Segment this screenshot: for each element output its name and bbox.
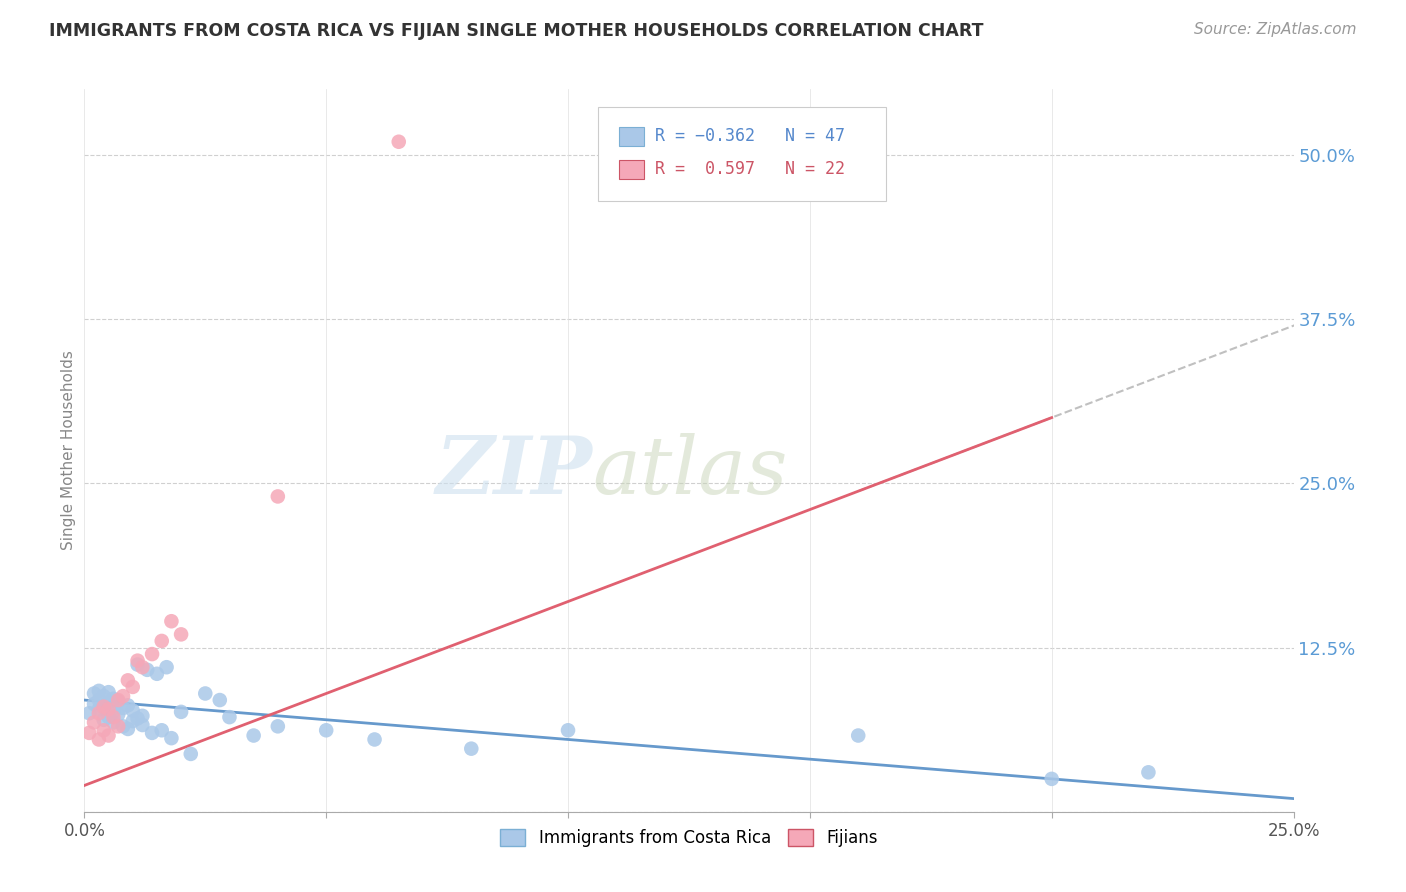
Point (127, 657, 149, 672)
Point (141, 726, 163, 740)
Point (121, 680, 143, 694)
Point (107, 693, 129, 707)
Point (127, 711, 149, 725)
Point (267, 719, 290, 733)
Point (315, 723, 337, 738)
Point (112, 719, 135, 733)
Point (103, 715, 125, 730)
Point (150, 634, 173, 648)
Point (267, 490, 290, 504)
Text: atlas: atlas (592, 434, 787, 511)
Text: R = −0.362   N = 47: R = −0.362 N = 47 (655, 128, 845, 145)
Point (1137, 765, 1160, 780)
Point (83, 697, 105, 711)
Point (846, 729, 869, 743)
Point (112, 701, 135, 715)
Point (77, 726, 100, 740)
Text: Source: ZipAtlas.com: Source: ZipAtlas.com (1194, 22, 1357, 37)
Point (117, 673, 139, 688)
Point (93, 723, 115, 738)
Point (77, 706, 100, 721)
Point (87, 684, 110, 698)
Point (97, 702, 120, 716)
Point (117, 698, 139, 713)
Y-axis label: Single Mother Households: Single Mother Households (60, 351, 76, 550)
Point (83, 686, 105, 700)
Point (170, 705, 193, 719)
Text: R =  0.597   N = 22: R = 0.597 N = 22 (655, 161, 845, 178)
Point (131, 708, 153, 723)
Point (121, 714, 143, 728)
Point (180, 747, 202, 761)
Legend: Immigrants from Costa Rica, Fijians: Immigrants from Costa Rica, Fijians (494, 822, 884, 854)
Point (107, 694, 129, 708)
Point (97, 710, 120, 724)
Point (97, 696, 120, 710)
Point (160, 731, 183, 746)
Point (83, 715, 105, 730)
Text: IMMIGRANTS FROM COSTA RICA VS FIJIAN SINGLE MOTHER HOUSEHOLDS CORRELATION CHART: IMMIGRANTS FROM COSTA RICA VS FIJIAN SIN… (49, 22, 984, 40)
Point (146, 666, 169, 681)
Point (150, 723, 173, 738)
Point (557, 723, 579, 738)
Point (127, 654, 149, 668)
Point (93, 699, 115, 714)
Point (194, 686, 217, 700)
Point (103, 710, 125, 724)
Point (131, 718, 153, 732)
Point (160, 614, 183, 628)
Point (87, 732, 110, 747)
Point (93, 699, 115, 714)
Point (107, 707, 129, 722)
Point (117, 722, 139, 736)
Point (107, 719, 129, 733)
Point (97, 729, 120, 743)
Point (103, 691, 125, 706)
Point (170, 627, 193, 641)
Point (121, 704, 143, 718)
Point (93, 713, 115, 727)
Point (136, 663, 159, 677)
Point (112, 689, 135, 703)
Point (388, 135, 411, 149)
Text: ZIP: ZIP (436, 434, 592, 511)
Point (87, 693, 110, 707)
Point (87, 706, 110, 721)
Point (141, 647, 163, 661)
Point (460, 741, 482, 756)
Point (103, 705, 125, 719)
Point (93, 689, 115, 703)
Point (155, 660, 177, 674)
Point (242, 729, 264, 743)
Point (1040, 772, 1063, 786)
Point (131, 660, 153, 674)
Point (208, 693, 231, 707)
Point (363, 732, 385, 747)
Point (97, 685, 120, 699)
Point (87, 702, 110, 716)
Point (218, 710, 240, 724)
